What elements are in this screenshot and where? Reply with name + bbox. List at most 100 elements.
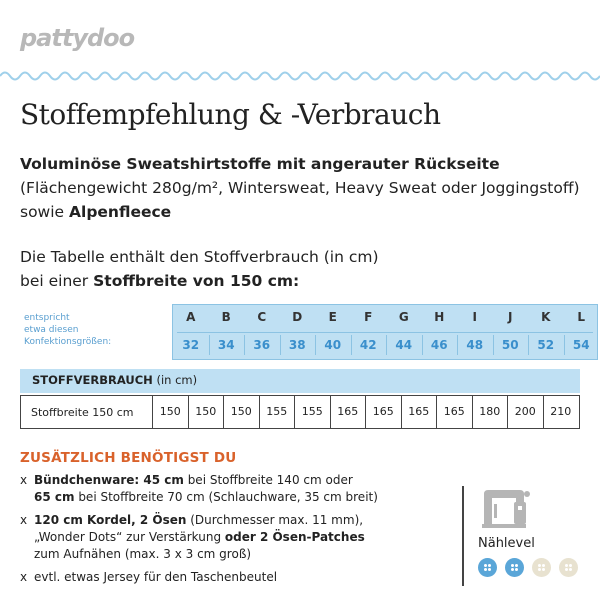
button-hole bbox=[488, 568, 491, 571]
button-hole bbox=[538, 564, 541, 567]
size-number: 46 bbox=[430, 338, 448, 352]
size-letter: K bbox=[541, 310, 551, 324]
size-letter: B bbox=[221, 310, 231, 324]
fabric-details: (Flächengewicht 280g/m², Wintersweat, He… bbox=[20, 179, 580, 221]
sewing-machine-icon bbox=[482, 490, 530, 528]
item-bold: 120 cm Kordel, 2 Ösen bbox=[34, 513, 187, 527]
bullet-x: x bbox=[20, 570, 28, 584]
usage-value: 210 bbox=[542, 396, 579, 428]
level-button-inactive bbox=[532, 558, 551, 577]
size-grid-separator bbox=[563, 335, 565, 355]
table-info-line1: Die Tabelle enthält den Stoffverbrauch (… bbox=[20, 248, 379, 266]
size-number: 42 bbox=[359, 338, 377, 352]
size-number: 44 bbox=[395, 338, 413, 352]
item-text: bei Stoffbreite 70 cm (Schlauchware, 35 … bbox=[74, 490, 378, 504]
item-bold: oder 2 Ösen-Patches bbox=[224, 530, 365, 544]
size-number: 52 bbox=[537, 338, 555, 352]
button-hole bbox=[565, 568, 568, 571]
usage-header-unit: (in cm) bbox=[152, 373, 198, 387]
size-letter: E bbox=[328, 310, 337, 324]
item-bold: 65 cm bbox=[34, 490, 75, 504]
size-number: 34 bbox=[217, 338, 235, 352]
size-label-line: Konfektionsgrößen: bbox=[24, 337, 112, 347]
button-hole bbox=[538, 568, 541, 571]
size-grid-separator bbox=[350, 335, 352, 355]
bullet-x: x bbox=[20, 473, 28, 487]
level-button-active bbox=[478, 558, 497, 577]
usage-header-text: STOFFVERBRAUCH (in cm) bbox=[32, 373, 197, 387]
button-hole bbox=[569, 564, 572, 567]
list-item: x evtl. etwas Jersey für den Taschenbeut… bbox=[20, 569, 460, 586]
button-hole bbox=[484, 564, 487, 567]
vertical-divider bbox=[462, 486, 464, 586]
button-hole bbox=[542, 568, 545, 571]
size-letter: L bbox=[577, 310, 586, 324]
usage-value: 150 bbox=[187, 396, 224, 428]
size-grid-separator bbox=[315, 335, 316, 355]
size-grid-divider bbox=[177, 332, 593, 333]
button-hole bbox=[515, 568, 518, 571]
usage-value: 150 bbox=[152, 396, 188, 428]
size-label-line: etwa diesen bbox=[24, 325, 79, 335]
size-grid-separator bbox=[279, 335, 281, 355]
level-button-inactive bbox=[559, 558, 578, 577]
size-number: 38 bbox=[288, 338, 306, 352]
size-letter: H bbox=[434, 310, 445, 324]
size-number: 54 bbox=[572, 338, 590, 352]
size-grid-separator bbox=[244, 335, 245, 355]
item-text: (Durchmesser max. 11 mm), bbox=[186, 513, 364, 527]
size-letter: G bbox=[398, 310, 409, 324]
usage-header: STOFFVERBRAUCH (in cm) bbox=[20, 369, 580, 393]
usage-value: 165 bbox=[365, 396, 401, 428]
button-hole bbox=[511, 568, 514, 571]
usage-value: 150 bbox=[223, 396, 259, 428]
size-grid-separator bbox=[492, 335, 494, 355]
size-number: 40 bbox=[324, 338, 342, 352]
size-grid-separator bbox=[528, 335, 529, 355]
size-grid: A B C D E F G H I J K L 32 34 36 38 40 42 44 46 48 50 52 54 bbox=[172, 304, 598, 360]
size-label-line: entspricht bbox=[24, 313, 70, 323]
extras-list: x Bündchenware: 45 cm bei Stoffbreite 14… bbox=[20, 472, 460, 592]
table-info-fabric-width: Stoffbreite von 150 cm: bbox=[93, 272, 300, 290]
size-number: 32 bbox=[182, 338, 200, 352]
usage-value: 200 bbox=[507, 396, 543, 428]
usage-value: 165 bbox=[329, 396, 366, 428]
usage-value: 155 bbox=[294, 396, 330, 428]
button-hole bbox=[565, 564, 568, 567]
item-text: bei Stoffbreite 140 cm oder bbox=[183, 473, 353, 487]
button-hole bbox=[511, 564, 514, 567]
page-title: Stoffempfehlung & -Verbrauch bbox=[20, 98, 441, 131]
button-hole bbox=[488, 564, 491, 567]
wave-divider bbox=[0, 71, 600, 81]
usage-value: 165 bbox=[400, 396, 437, 428]
item-text: „Wonder Dots“ zur Verstärkung bbox=[34, 530, 225, 544]
usage-header-title: STOFFVERBRAUCH bbox=[32, 373, 153, 387]
size-table-label: entspricht etwa diesen Konfektionsgrößen… bbox=[24, 312, 164, 348]
extras-title: ZUSÄTZLICH BENÖTIGST DU bbox=[20, 450, 237, 466]
button-hole bbox=[484, 568, 487, 571]
size-table: entspricht etwa diesen Konfektionsgrößen… bbox=[20, 304, 598, 360]
item-bold: Bündchenware: 45 cm bbox=[34, 473, 184, 487]
size-grid-separator bbox=[457, 335, 458, 355]
size-letter: I bbox=[472, 310, 477, 324]
size-grid-separator bbox=[208, 335, 210, 355]
size-number: 36 bbox=[253, 338, 271, 352]
size-grid-separator bbox=[421, 335, 423, 355]
table-info: Die Tabelle enthält den Stoffverbrauch (… bbox=[20, 245, 379, 293]
table-info-line2: bei einer bbox=[20, 272, 94, 290]
size-letter: F bbox=[364, 310, 373, 324]
usage-row-label: Stoffbreite 150 cm bbox=[31, 406, 134, 419]
button-hole bbox=[515, 564, 518, 567]
level-button-active bbox=[505, 558, 524, 577]
size-grid-separator bbox=[386, 335, 387, 355]
size-letter: J bbox=[508, 310, 513, 324]
button-hole bbox=[569, 568, 572, 571]
item-text: evtl. etwas Jersey für den Taschenbeutel bbox=[34, 570, 278, 584]
size-number: 50 bbox=[501, 338, 519, 352]
pattydoo-logo: pattydoo bbox=[20, 24, 135, 52]
fabric-primary: Voluminöse Sweatshirtstoffe mit angeraut… bbox=[20, 155, 500, 173]
usage-value: 165 bbox=[436, 396, 472, 428]
size-number: 48 bbox=[466, 338, 484, 352]
button-hole bbox=[542, 564, 545, 567]
size-letter: D bbox=[292, 310, 303, 324]
